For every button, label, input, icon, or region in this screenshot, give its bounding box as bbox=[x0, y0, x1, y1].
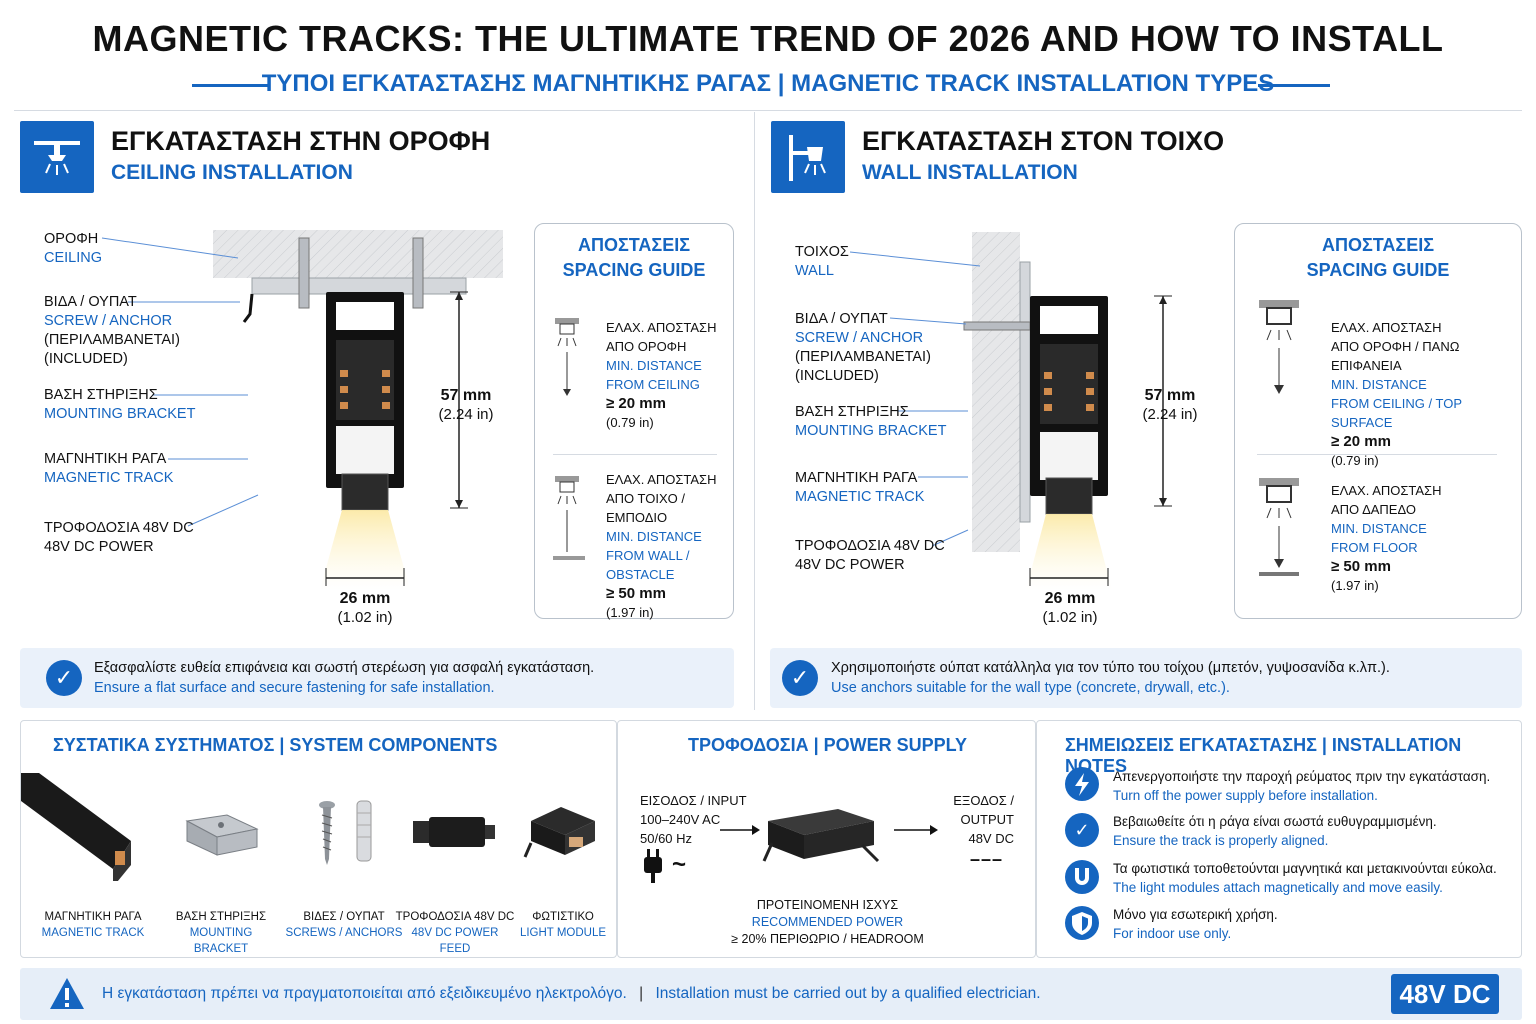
spacing-top-surface-icon bbox=[1259, 300, 1299, 394]
arrow-right-icon bbox=[720, 825, 760, 835]
ceiling-light-icon bbox=[20, 121, 94, 193]
page-subtitle: ΤΥΠΟΙ ΕΓΚΑΤΑΣΤΑΣΗΣ ΜΑΓΝΗΤΙΚΗΣ ΡΑΓΑΣ | MA… bbox=[261, 70, 1275, 97]
power-output-info: ΕΞΟΔΟΣ / OUTPUT 48V DC bbox=[953, 793, 1014, 846]
check-icon: ✓ bbox=[46, 660, 82, 696]
light-module-image bbox=[523, 807, 595, 858]
components-panel: ΣΥΣΤΑΤΙΚΑ ΣΥΣΤΗΜΑΤΟΣ | SYSTEM COMPONENTS… bbox=[20, 720, 617, 958]
note-alignment: Βεβαιωθείτε ότι η ράγα είναι σωστά ευθυγ… bbox=[1113, 814, 1437, 848]
wall-spacing-title: ΑΠΟΣΤΑΣΕΙΣ SPACING GUIDE bbox=[1306, 235, 1450, 280]
wall-note-text: Χρησιμοποιήστε ούπατ κατάλληλα για τον τ… bbox=[831, 660, 1390, 696]
ceiling-width-dimension: 26 mm (1.02 in) bbox=[337, 590, 393, 626]
wall-light-icon bbox=[771, 121, 845, 193]
wall-title-gr: ΕΓΚΑΤΑΣΤΑΣΗ ΣΤΟΝ ΤΟΙΧΟ bbox=[862, 126, 1225, 156]
spacing-floor-icon bbox=[1259, 478, 1299, 576]
ceiling-note-bar: ✓ Εξασφαλίστε ευθεία επιφάνεια και σωστή… bbox=[20, 648, 734, 708]
header-divider bbox=[14, 110, 1522, 111]
wall-screw-label: ΒΙΔΑ / ΟΥΠΑΤ SCREW / ANCHOR (ΠΕΡΙΛΑΜΒΑΝΕΤ… bbox=[795, 311, 931, 384]
spacing-wall-icon bbox=[553, 476, 585, 560]
ceiling-height-dimension: 57 mm (2.24 in) bbox=[438, 387, 494, 423]
wall-track-diagram bbox=[963, 232, 1172, 590]
component-label-screws: ΒΙΔΕΣ / ΟΥΠΑΤ SCREWS / ANCHORS bbox=[285, 911, 403, 939]
ceiling-spacing-title: ΑΠΟΣΤΑΣΕΙΣ SPACING GUIDE bbox=[562, 235, 706, 280]
ceiling-spacing-item-2: ΕΛΑΧ. ΑΠΟΣΤΑΣΗ ΑΠΟ ΤΟΙΧΟ / ΕΜΠΟΔΙΟ MIN. D… bbox=[606, 472, 717, 620]
mounting-bracket-image bbox=[185, 814, 259, 856]
spacing-divider bbox=[553, 454, 717, 455]
wall-power-label: ΤΡΟΦΟΔΟΣΙΑ 48V DC 48V DC POWER bbox=[795, 538, 945, 573]
wall-spacing-item-1: ΕΛΑΧ. ΑΠΟΣΤΑΣΗ ΑΠΟ ΟΡΟΦΗ / ΠΑΝΩ ΕΠΙΦΑΝΕΙΑ… bbox=[1331, 320, 1462, 468]
ceiling-leader-lines bbox=[101, 237, 259, 527]
magnet-icon bbox=[1065, 860, 1099, 894]
power-input-info: ΕΙΣΟΔΟΣ / INPUT 100–240V AC 50/60 Hz bbox=[640, 793, 747, 846]
check-icon: ✓ bbox=[782, 660, 818, 696]
note-power-off: Απενεργοποιήστε την παροχή ρεύματος πριν… bbox=[1113, 769, 1491, 803]
installation-notes-panel: ΣΗΜΕΙΩΣΕΙΣ ΕΓΚΑΤΑΣΤΑΣΗΣ | INSTALLATION N… bbox=[1036, 720, 1522, 958]
footer-warning-text: Η εγκατάσταση πρέπει να πραγματοποιείται… bbox=[102, 985, 1041, 1002]
shield-icon bbox=[1065, 906, 1099, 940]
ceiling-note-text: Εξασφαλίστε ευθεία επιφάνεια και σωστή σ… bbox=[94, 660, 595, 696]
dc-symbol: – – – bbox=[970, 849, 1002, 869]
plug-icon bbox=[644, 849, 662, 883]
center-divider bbox=[754, 112, 755, 710]
ac-symbol: ~ bbox=[672, 851, 687, 878]
recommended-power-info: ΠΡΟΤΕΙΝΟΜΕΝΗ ΙΣΧΥΣ RECOMMENDED POWER ≥ 20%… bbox=[731, 898, 924, 946]
power-feed-image bbox=[413, 817, 495, 847]
screws-anchors-image bbox=[319, 800, 372, 865]
warning-icon bbox=[50, 978, 84, 1009]
ceiling-surface-label: ΟΡΟΦΗ CEILING bbox=[44, 231, 103, 266]
ceiling-title-gr: ΕΓΚΑΤΑΣΤΑΣΗ ΣΤΗΝ ΟΡΟΦΗ bbox=[111, 126, 491, 156]
magnetic-track-image bbox=[21, 773, 131, 881]
ceiling-title-en: CEILING INSTALLATION bbox=[111, 161, 353, 184]
wall-leader-lines bbox=[850, 251, 981, 547]
ceiling-power-label: ΤΡΟΦΟΔΟΣΙΑ 48V DC 48V DC POWER bbox=[44, 520, 194, 555]
wall-note-bar: ✓ Χρησιμοποιήστε ούπατ κατάλληλα για τον… bbox=[770, 648, 1522, 708]
power-supply-title: ΤΡΟΦΟΔΟΣΙΑ | POWER SUPPLY bbox=[688, 735, 967, 755]
component-label-bracket: ΒΑΣΗ ΣΤΗΡΙΞΗΣ MOUNTING BRACKET bbox=[175, 911, 267, 955]
wall-spacing-item-2: ΕΛΑΧ. ΑΠΟΣΤΑΣΗ ΑΠΟ ΔΑΠΕΔΟ MIN. DISTANCE FR… bbox=[1331, 483, 1442, 593]
wall-height-dimension: 57 mm (2.24 in) bbox=[1142, 387, 1198, 423]
ceiling-spacing-item-1: ΕΛΑΧ. ΑΠΟΣΤΑΣΗ ΑΠΟ ΟΡΟΦΗ MIN. DISTANCE FRO… bbox=[606, 320, 717, 430]
spacing-ceiling-icon bbox=[555, 318, 579, 396]
ceiling-screw-label: ΒΙΔΑ / ΟΥΠΑΤ SCREW / ANCHOR (ΠΕΡΙΛΑΜΒΑΝΕΤ… bbox=[44, 294, 180, 367]
note-magnetic: Τα φωτιστικά τοποθετούνται μαγνητικά και… bbox=[1113, 861, 1497, 895]
component-label-light-module: ΦΩΤΙΣΤΙΚΟ LIGHT MODULE bbox=[519, 911, 607, 939]
wall-track-label: ΜΑΓΝΗΤΙΚΗ ΡΑΓΑ MAGNETIC TRACK bbox=[795, 470, 925, 505]
arrow-right-icon bbox=[894, 825, 938, 835]
wall-title-en: WALL INSTALLATION bbox=[862, 161, 1078, 184]
page-title: MAGNETIC TRACKS: THE ULTIMATE TREND OF 2… bbox=[92, 18, 1444, 59]
ceiling-spacing-guide: ΑΠΟΣΤΑΣΕΙΣ SPACING GUIDE ΕΛΑΧ. ΑΠΟΣΤΑΣΗ ΑΠ… bbox=[534, 223, 734, 620]
ceiling-track-label: ΜΑΓΝΗΤΙΚΗ ΡΑΓΑ MAGNETIC TRACK bbox=[44, 451, 174, 486]
voltage-badge: 48V DC bbox=[1391, 974, 1499, 1014]
power-supply-panel: ΤΡΟΦΟΔΟΣΙΑ | POWER SUPPLY ΕΙΣΟΔΟΣ / INPU… bbox=[617, 720, 1036, 958]
wall-spacing-guide: ΑΠΟΣΤΑΣΕΙΣ SPACING GUIDE ΕΛΑΧ. ΑΠΟΣΤΑΣΗ ΑΠ… bbox=[1234, 223, 1522, 619]
power-supply-image bbox=[762, 809, 880, 863]
subtitle-rule-left bbox=[192, 84, 270, 87]
components-title: ΣΥΣΤΑΤΙΚΑ ΣΥΣΤΗΜΑΤΟΣ | SYSTEM COMPONENTS bbox=[53, 735, 498, 755]
subtitle-rule-right bbox=[1258, 84, 1330, 87]
wall-surface-label: ΤΟΙΧΟΣ WALL bbox=[795, 244, 849, 279]
spacing-divider bbox=[1257, 454, 1497, 455]
component-label-power-feed: ΤΡΟΦΟΔΟΣΙΑ 48V DC 48V DC POWER FEED bbox=[395, 911, 515, 955]
ceiling-bracket-label: ΒΑΣΗ ΣΤΗΡΙΞΗΣ MOUNTING BRACKET bbox=[44, 387, 196, 422]
note-indoor: Μόνο για εσωτερική χρήση. For indoor use … bbox=[1113, 907, 1278, 941]
lightning-icon bbox=[1065, 767, 1099, 801]
check-icon: ✓ bbox=[1065, 813, 1099, 847]
ceiling-track-diagram bbox=[213, 230, 503, 590]
footer-warning-bar: Η εγκατάσταση πρέπει να πραγματοποιείται… bbox=[20, 968, 1522, 1020]
wall-bracket-label: ΒΑΣΗ ΣΤΗΡΙΞΗΣ MOUNTING BRACKET bbox=[795, 404, 947, 439]
wall-width-dimension: 26 mm (1.02 in) bbox=[1042, 590, 1098, 626]
component-label-track: ΜΑΓΝΗΤΙΚΗ ΡΑΓΑ MAGNETIC TRACK bbox=[41, 911, 145, 939]
